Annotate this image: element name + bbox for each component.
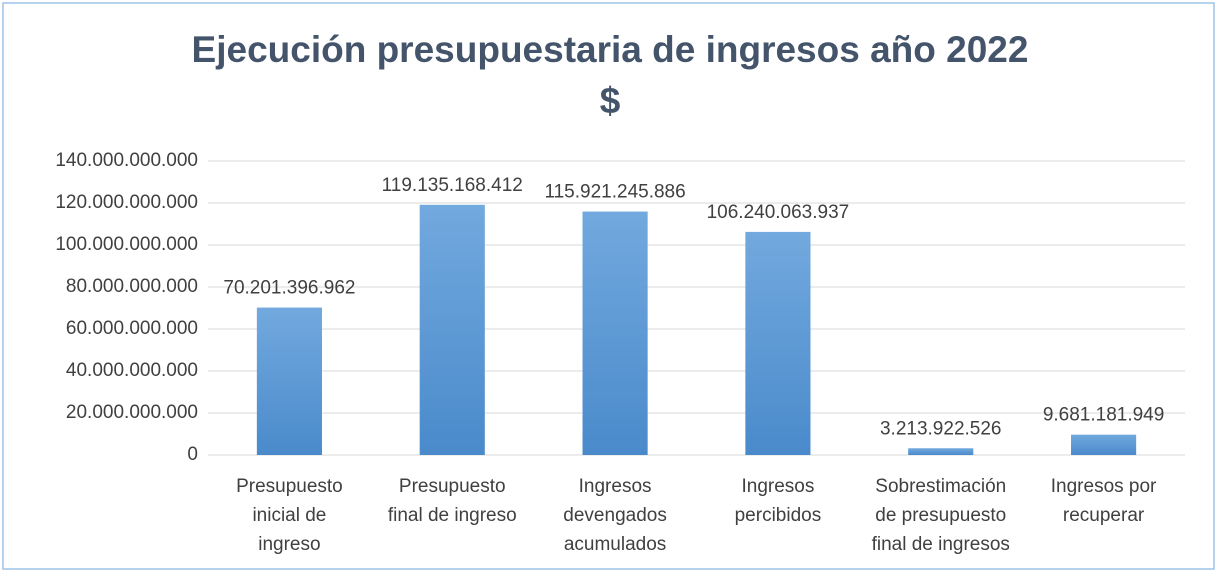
x-tick-label: de presupuesto [875,505,1006,526]
x-tick-label: ingreso [258,534,320,555]
y-tick-label: 0 [187,444,198,465]
x-tick-label: final de ingresos [872,534,1010,555]
bar [256,307,322,455]
y-tick-label: 140.000.000.000 [55,150,198,171]
y-tick-label: 60.000.000.000 [66,318,198,339]
x-tick-label: Sobrestimación [875,476,1006,497]
x-tick-label: final de ingreso [388,505,517,526]
x-tick-label: Ingresos por [1051,476,1157,497]
x-tick-label: recuperar [1063,505,1145,526]
x-tick-label: Ingresos [741,476,814,497]
x-tick-label: acumulados [564,534,666,555]
bar [745,231,811,455]
value-label: 119.135.168.412 [382,175,523,196]
x-tick-label: Presupuesto [399,476,506,497]
x-tick-label: inicial de [252,505,326,526]
x-tick-label: devengados [563,505,667,526]
chart-title: Ejecución presupuestaria de ingresos año… [192,29,1029,70]
y-tick-label: 40.000.000.000 [66,360,198,381]
y-tick-label: 20.000.000.000 [66,402,198,423]
value-label: 115.921.245.886 [544,182,685,203]
y-tick-label: 80.000.000.000 [66,276,198,297]
value-label: 106.240.063.937 [707,202,850,223]
x-tick-label: percibidos [735,505,822,526]
bar [582,211,648,455]
value-label: 70.201.396.962 [223,278,355,299]
value-label: 3.213.922.526 [880,418,1002,439]
y-tick-label: 120.000.000.000 [55,192,198,213]
value-label: 9.681.181.949 [1043,405,1165,426]
bar [908,448,974,455]
bar [1071,434,1137,455]
x-tick-label: Presupuesto [236,476,343,497]
y-tick-label: 100.000.000.000 [55,234,198,255]
x-tick-label: Ingresos [579,476,652,497]
bar [419,204,485,455]
chart-title: $ [600,80,621,121]
